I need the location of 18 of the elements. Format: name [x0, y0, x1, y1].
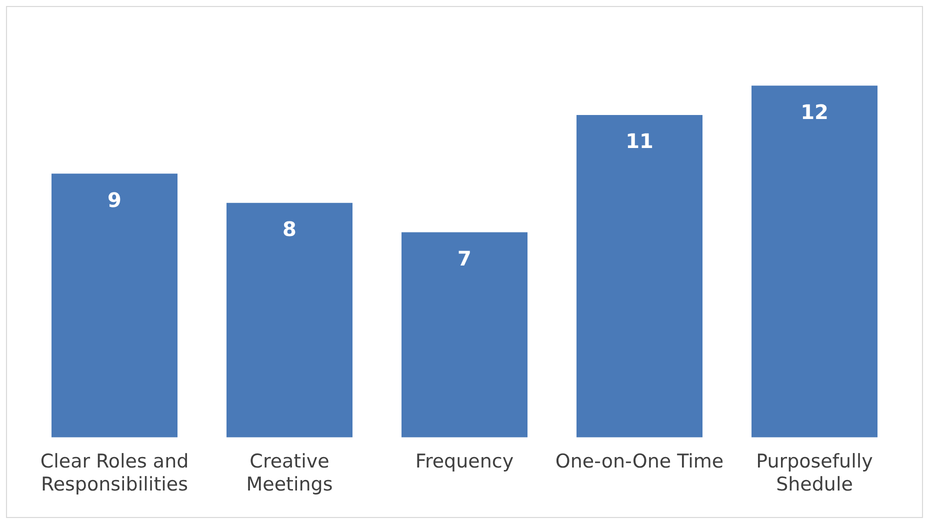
bar — [576, 114, 702, 438]
category-label: Clear Roles and — [40, 450, 189, 473]
category-label: Responsibilities — [40, 474, 188, 496]
data-label: 9 — [108, 188, 122, 212]
data-label: 11 — [626, 129, 654, 154]
data-label: 12 — [800, 100, 828, 124]
category-label: Shedule — [776, 474, 853, 496]
category-label: Meetings — [246, 474, 333, 496]
x-tick-label: One-on-One Time — [555, 450, 724, 473]
category-label: Purposefully — [756, 450, 873, 473]
bar — [226, 202, 352, 438]
category-label: Creative — [250, 450, 330, 473]
bar — [402, 232, 528, 438]
bar — [752, 86, 878, 438]
data-label: 7 — [458, 246, 472, 270]
data-label: 8 — [282, 217, 296, 242]
x-tick-label: Frequency — [415, 450, 514, 473]
bar — [52, 174, 178, 438]
